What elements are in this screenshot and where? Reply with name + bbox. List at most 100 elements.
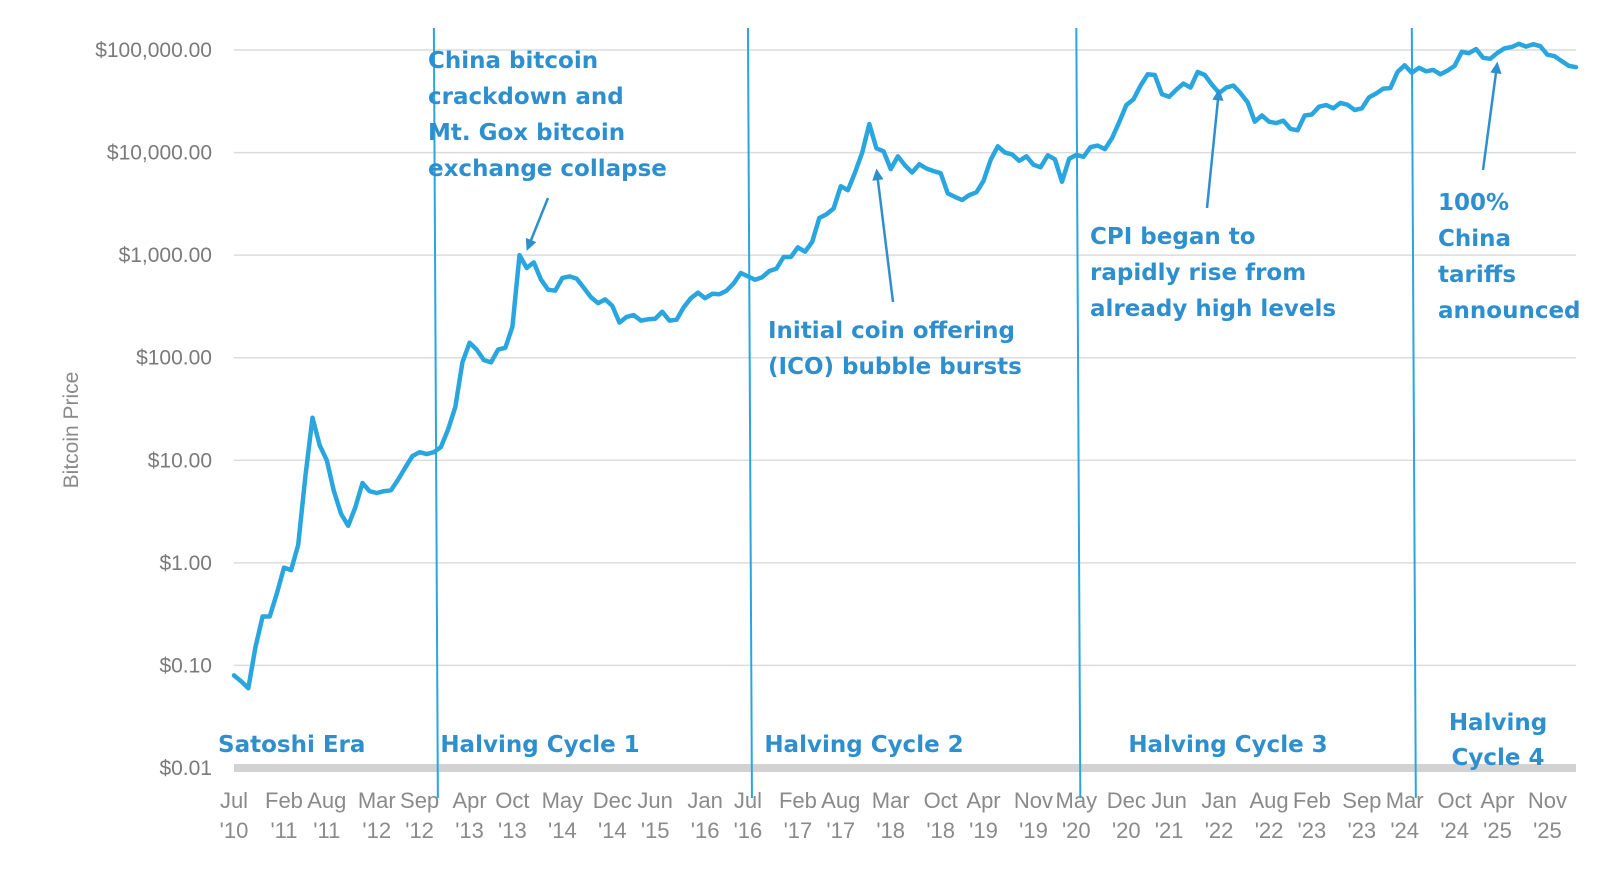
annotation-arrow-head <box>872 168 884 181</box>
cycle-label: Satoshi Era <box>218 732 365 758</box>
x-tick-year: '21 <box>1155 818 1184 843</box>
annotation-arrow-shaft <box>1481 69 1498 171</box>
x-tick-year: '13 <box>455 818 484 843</box>
x-tick: Dec '14 <box>593 788 632 843</box>
annotation-arrow-head <box>1490 61 1502 74</box>
x-tick-year: '14 <box>598 818 627 843</box>
price-line <box>231 41 1579 691</box>
x-tick: Oct '13 <box>495 788 529 843</box>
cycle-label: Halving Cycle 2 <box>764 732 963 758</box>
x-tick-year: '22 <box>1205 818 1234 843</box>
x-tick-month: Oct <box>924 788 958 813</box>
x-tick-year: '11 <box>313 818 340 843</box>
x-tick: Mar '24 <box>1386 788 1424 843</box>
x-tick: Aug '17 <box>821 788 860 843</box>
price-series <box>231 41 1579 691</box>
x-tick-month: Oct <box>1438 788 1472 813</box>
x-tick-month: Apr <box>452 788 486 813</box>
x-tick-month: Dec <box>593 788 632 813</box>
x-tick-month: Sep <box>1342 788 1381 813</box>
y-tick-label: $10.00 <box>148 449 212 472</box>
x-tick: Apr '25 <box>1480 788 1514 843</box>
x-tick-year: '19 <box>1019 818 1048 843</box>
x-tick-month: Jul <box>220 788 248 813</box>
annotation-text: Initial coin offering (ICO) bubble bursts <box>768 318 1022 380</box>
y-tick-label: $100,000.00 <box>95 39 212 62</box>
annotation-arrow-shaft <box>528 197 550 244</box>
x-tick: Jan '22 <box>1201 788 1236 843</box>
y-tick-label: $1.00 <box>159 552 212 575</box>
x-tick: Dec '20 <box>1107 788 1146 843</box>
halving-line <box>1410 27 1417 799</box>
annotation-text: CPI began to rapidly rise from already hig… <box>1090 224 1336 322</box>
x-tick-month: Mar <box>872 788 910 813</box>
x-tick-year: '17 <box>784 818 813 843</box>
x-tick: Jun '15 <box>637 788 672 843</box>
x-tick-month: Mar <box>358 788 396 813</box>
annotation-arrow-head <box>1212 88 1224 101</box>
x-axis-ticks: Jul '10 Feb '11 Aug '11 Mar '12 Sep '12 Apr '13 Oct '… <box>220 788 1567 843</box>
x-tick-year: '12 <box>405 818 434 843</box>
cycle-label: Halving Cycle 1 <box>440 732 639 758</box>
cycle-label: Halving Cycle 3 <box>1128 732 1327 758</box>
x-tick: Jul '10 <box>220 788 249 843</box>
x-tick-year: '14 <box>548 818 577 843</box>
x-tick-year: '11 <box>270 818 297 843</box>
x-tick: Feb '17 <box>779 788 817 843</box>
annotation-text: 100% China tariffs announced <box>1438 190 1581 324</box>
y-tick-label: $1,000.00 <box>119 244 212 267</box>
y-tick-label: $0.01 <box>159 757 212 780</box>
x-tick-year: '17 <box>826 818 855 843</box>
x-tick-year: '12 <box>362 818 391 843</box>
x-tick-month: Dec <box>1107 788 1146 813</box>
x-tick-month: Aug <box>307 788 346 813</box>
x-tick-month: Apr <box>966 788 1000 813</box>
x-tick-year: '22 <box>1255 818 1284 843</box>
halving-line <box>746 27 753 799</box>
x-tick: May '20 <box>1056 788 1098 843</box>
x-tick: Oct '24 <box>1438 788 1472 843</box>
x-tick: Aug '11 <box>307 788 346 843</box>
annotation-text: China bitcoin crackdown and Mt. Gox bitcoi… <box>428 48 667 182</box>
annotation-arrows <box>525 61 1502 303</box>
x-tick-month: May <box>1056 788 1098 813</box>
x-tick-month: Apr <box>1480 788 1514 813</box>
x-tick: Mar '12 <box>358 788 396 843</box>
x-tick-year: '10 <box>220 818 249 843</box>
x-tick-month: Aug <box>821 788 860 813</box>
x-tick: Oct '18 <box>924 788 958 843</box>
annotation-arrow-shaft <box>876 176 895 303</box>
x-tick: Apr '19 <box>966 788 1000 843</box>
x-tick-month: Feb <box>265 788 303 813</box>
x-tick: Apr '13 <box>452 788 486 843</box>
x-tick: Aug '22 <box>1249 788 1288 843</box>
x-tick-month: Jan <box>687 788 722 813</box>
x-tick-year: '20 <box>1112 818 1141 843</box>
x-tick-month: Jul <box>734 788 762 813</box>
x-tick-month: Mar <box>1386 788 1424 813</box>
x-axis-baseline <box>234 764 1576 772</box>
x-tick-month: Jun <box>1151 788 1186 813</box>
x-tick-month: Jan <box>1201 788 1236 813</box>
gridlines <box>234 49 1576 772</box>
x-tick: Sep '12 <box>400 788 439 843</box>
x-tick-month: Oct <box>495 788 529 813</box>
annotation-arrow-head <box>525 237 537 251</box>
x-tick-year: '25 <box>1483 818 1512 843</box>
annotation-arrow-shaft <box>1205 96 1220 209</box>
x-tick-month: May <box>542 788 584 813</box>
x-tick-year: '23 <box>1298 818 1327 843</box>
x-tick: Nov '25 <box>1528 788 1567 843</box>
x-tick: Feb '23 <box>1293 788 1331 843</box>
x-tick-month: Feb <box>1293 788 1331 813</box>
x-tick-year: '16 <box>734 818 763 843</box>
x-tick-year: '24 <box>1440 818 1469 843</box>
x-tick-month: Aug <box>1249 788 1288 813</box>
x-tick-year: '20 <box>1062 818 1091 843</box>
x-tick: May '14 <box>542 788 584 843</box>
cycle-label: Halving Cycle 4 <box>1449 710 1547 771</box>
x-tick-month: Nov <box>1014 788 1053 813</box>
cycle-labels: Satoshi Era Halving Cycle 1 Halving Cycle … <box>218 710 1547 771</box>
